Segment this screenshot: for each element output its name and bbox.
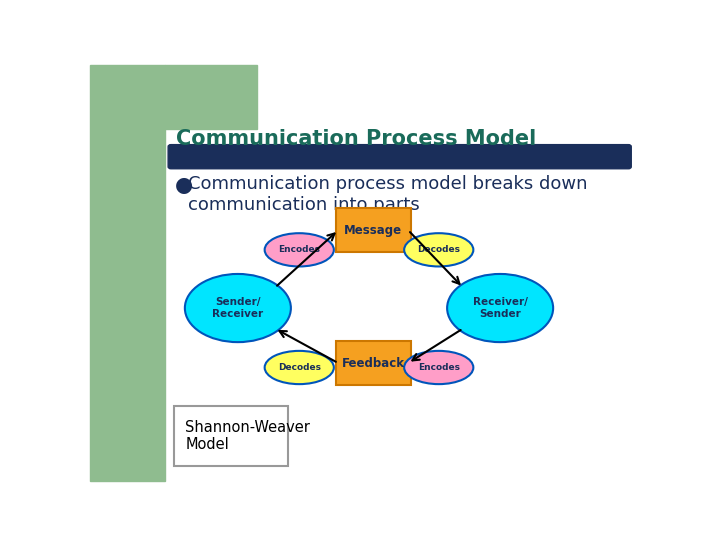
Text: Decodes: Decodes <box>278 363 320 372</box>
Text: Communication Process Model: Communication Process Model <box>176 129 536 149</box>
Text: Encodes: Encodes <box>278 245 320 254</box>
FancyBboxPatch shape <box>336 341 411 385</box>
Text: Message: Message <box>344 224 402 237</box>
Ellipse shape <box>404 233 473 266</box>
Text: Decodes: Decodes <box>418 245 460 254</box>
Text: Communication process model breaks down
communication into parts: Communication process model breaks down … <box>188 175 587 214</box>
Text: ●: ● <box>176 175 194 195</box>
Text: Shannon-Weaver
Model: Shannon-Weaver Model <box>185 420 310 452</box>
Text: Receiver/
Sender: Receiver/ Sender <box>473 297 528 319</box>
Bar <box>90 65 166 481</box>
Text: Sender/
Receiver: Sender/ Receiver <box>212 297 264 319</box>
Ellipse shape <box>404 351 473 384</box>
FancyBboxPatch shape <box>174 406 288 466</box>
FancyBboxPatch shape <box>168 145 631 168</box>
Ellipse shape <box>185 274 291 342</box>
Ellipse shape <box>265 233 334 266</box>
Text: Encodes: Encodes <box>418 363 460 372</box>
Bar <box>166 65 258 129</box>
FancyBboxPatch shape <box>336 208 411 252</box>
Ellipse shape <box>265 351 334 384</box>
Text: Feedback: Feedback <box>342 356 405 370</box>
Ellipse shape <box>447 274 553 342</box>
